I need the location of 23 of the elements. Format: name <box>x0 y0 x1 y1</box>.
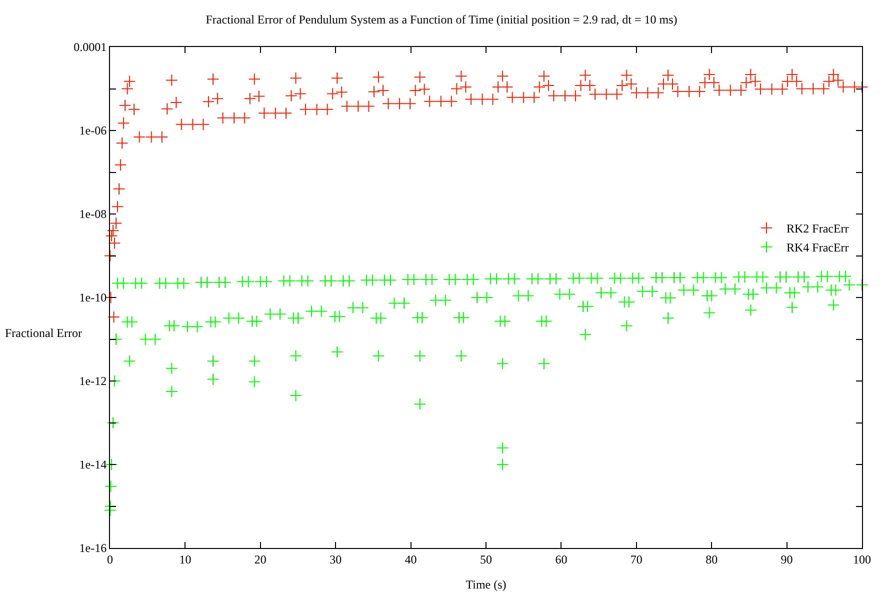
legend-label: RK2 FracErr <box>786 222 849 236</box>
y-tick-label: 0.0001 <box>74 40 107 54</box>
x-tick-label: 70 <box>630 552 642 566</box>
x-tick-label: 30 <box>330 552 342 566</box>
x-tick-label: 90 <box>780 552 793 566</box>
x-tick-label: 100 <box>853 552 871 566</box>
y-tick-label: 1e-10 <box>79 290 107 305</box>
y-tick-label: 1e-16 <box>79 541 107 556</box>
y-tick-label: 1e-12 <box>79 374 107 388</box>
legend-label: RK4 FracErr <box>786 240 849 255</box>
x-tick-label: 50 <box>480 552 492 566</box>
y-tick-label: 1e-06 <box>79 124 107 138</box>
chart-title: Fractional Error of Pendulum System as a Function of Time (initial position = 2.9 rad, dt = 10 ms) <box>206 12 678 27</box>
y-tick-label: 1e-08 <box>79 207 107 222</box>
x-tick-label: 20 <box>254 552 266 566</box>
x-tick-label: 60 <box>555 552 568 566</box>
y-tick-label: 1e-14 <box>79 458 107 472</box>
x-tick-label: 10 <box>179 552 192 566</box>
x-tick-label: 40 <box>404 552 417 566</box>
x-tick-label: 0 <box>107 552 113 566</box>
x-axis-title: Time (s) <box>466 577 506 592</box>
y-axis-title: Fractional Error <box>5 326 82 340</box>
x-tick-label: 80 <box>706 552 718 566</box>
